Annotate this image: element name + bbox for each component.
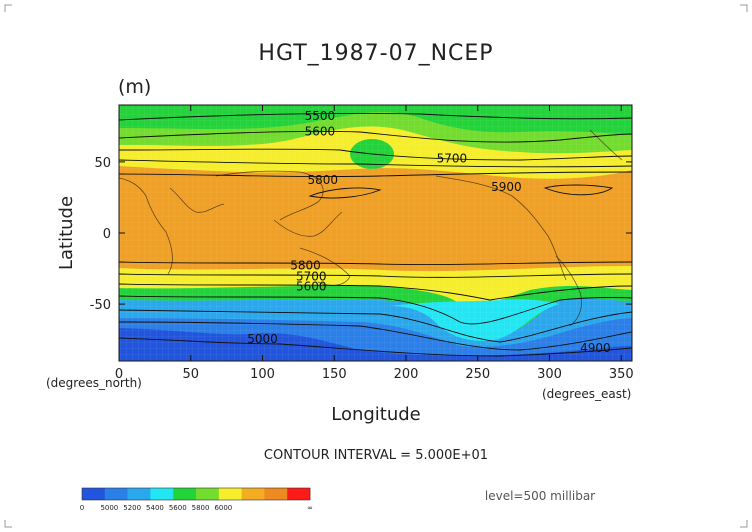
x-tick-layer: 0 50 100 150 200 250 300 350 — [115, 105, 634, 382]
y-tick-layer: 50 0 -50 — [90, 156, 632, 313]
x-tick-label: 0 — [115, 367, 123, 382]
colorbar-swatch — [82, 488, 106, 500]
x-unit-note: (degrees_east) — [542, 387, 631, 401]
colorbar-swatch — [287, 488, 311, 500]
contour-label: 5800 — [290, 258, 321, 272]
contour-interval-note: CONTOUR INTERVAL = 5.000E+01 — [264, 448, 488, 463]
level-note: level=500 millibar — [485, 489, 595, 503]
contour-label: 5700 — [296, 270, 327, 284]
contour-label: 5700 — [437, 152, 468, 166]
colorbar-swatch — [241, 488, 265, 500]
contour-label: 5600 — [305, 125, 336, 139]
y-tick-label: 50 — [94, 156, 111, 171]
unit-label: (m) — [118, 76, 151, 98]
y-axis-label: Latitude — [56, 196, 77, 270]
chart-title: HGT_1987-07_NCEP — [258, 41, 493, 66]
x-tick-label: 150 — [322, 367, 347, 382]
coastlines — [119, 129, 623, 327]
contour-label: 5500 — [305, 109, 336, 123]
y-unit-note: (degrees_north) — [46, 376, 142, 390]
fine-grid — [119, 105, 632, 361]
contour-label: 5600 — [296, 280, 327, 294]
x-tick-label: 250 — [465, 367, 490, 382]
contour-lines — [119, 113, 632, 357]
colorbar-label: 5800 — [192, 504, 210, 512]
colorbar-label: 5200 — [123, 504, 141, 512]
x-tick-label: 50 — [182, 367, 199, 382]
colorbar-swatch — [104, 488, 128, 500]
colorbar-label: ∞ — [307, 504, 313, 512]
colorbar-swatch — [127, 488, 151, 500]
y-tick-label: -50 — [90, 298, 111, 313]
x-tick-label: 300 — [537, 367, 562, 382]
colorbar-label: 0 — [80, 504, 84, 512]
colorbar-swatch — [196, 488, 220, 500]
y-tick-label: 0 — [103, 227, 111, 242]
colorbar: 0 5000 5200 5400 5600 5800 6000 ∞ — [80, 487, 313, 512]
colorbar-swatch — [150, 488, 174, 500]
colorbar-label: 5400 — [146, 504, 164, 512]
x-tick-label: 350 — [609, 367, 634, 382]
colorbar-label: 5000 — [100, 504, 118, 512]
colorbar-label: 6000 — [214, 504, 232, 512]
contour-label: 5900 — [491, 180, 522, 194]
plot-area: 5500560057005800590058005700560050004900… — [90, 104, 634, 382]
colorbar-frame — [81, 487, 311, 501]
colorbar-swatch — [218, 488, 242, 500]
colorbar-swatch — [264, 488, 288, 500]
contour-label: 4900 — [580, 341, 611, 355]
corner-marks — [4, 4, 748, 528]
colorbar-swatch — [173, 488, 197, 500]
contour-label: 5800 — [307, 173, 338, 187]
x-axis-label: Longitude — [331, 404, 421, 425]
x-tick-label: 100 — [250, 367, 275, 382]
contour-label: 5000 — [247, 332, 278, 346]
x-tick-label: 200 — [394, 367, 419, 382]
colorbar-label: 5600 — [169, 504, 187, 512]
